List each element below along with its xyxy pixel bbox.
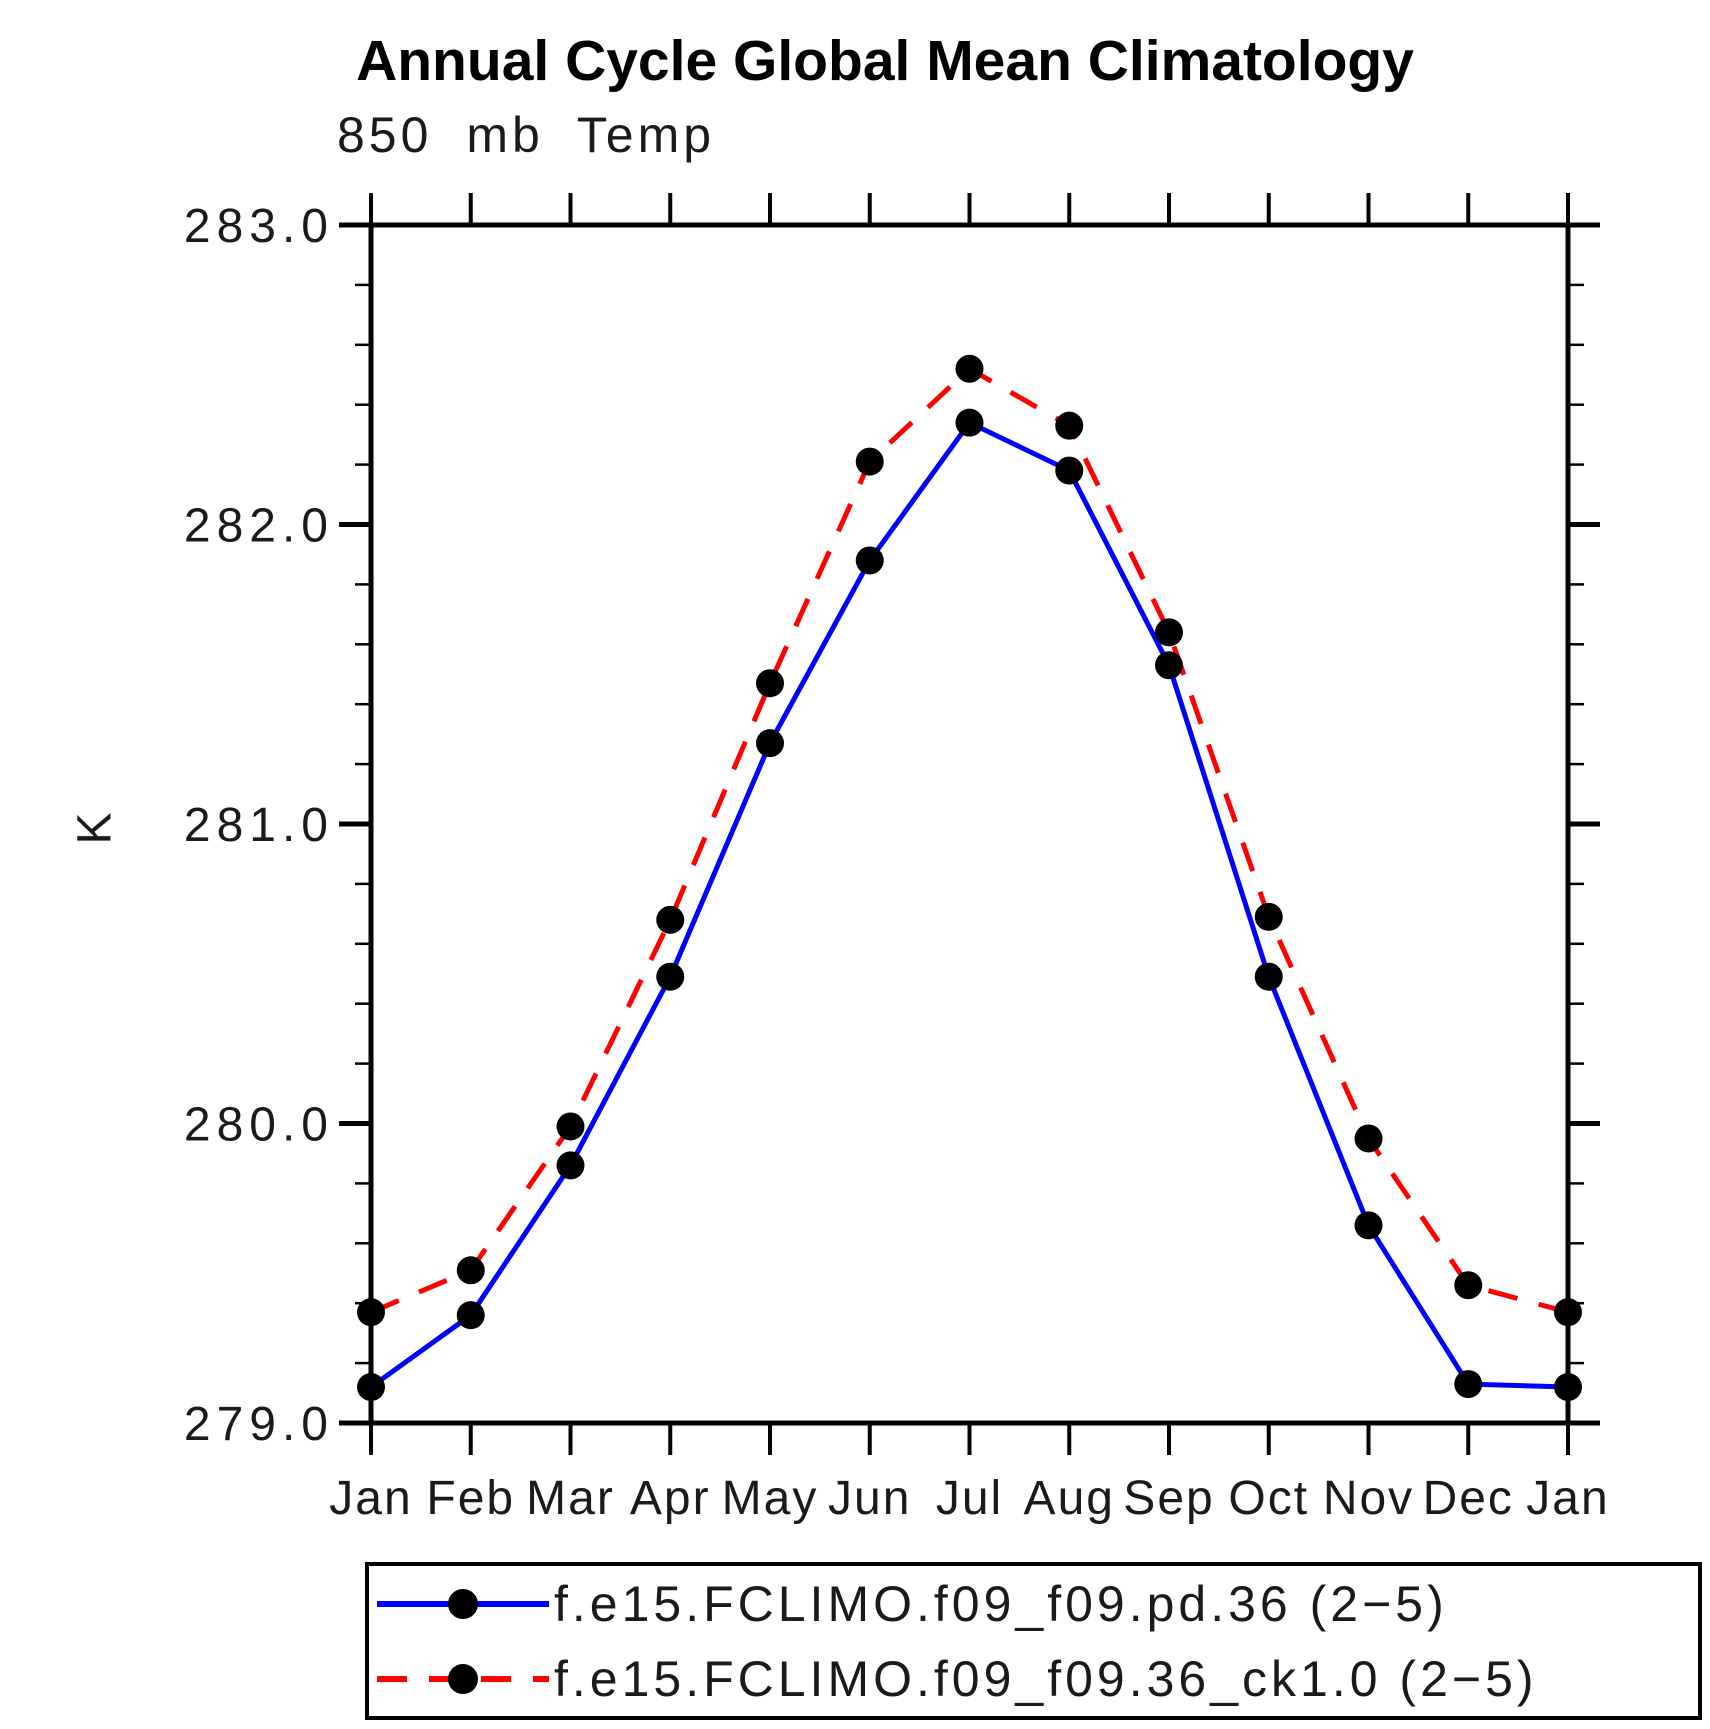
data-point-marker (855, 546, 884, 575)
x-tick-label: Mar (526, 1472, 615, 1525)
data-point-marker (1354, 1211, 1383, 1240)
x-tick-label: Jan (329, 1472, 412, 1525)
data-point-marker (756, 729, 784, 758)
legend-item-series-2: f.e15.FCLIMO.f09_f09.36_ck1.0 (2−5) (369, 1641, 1698, 1716)
data-point-marker (1454, 1370, 1483, 1399)
data-point-marker (1554, 1373, 1582, 1402)
data-point-marker (955, 354, 984, 383)
legend-item-series-1: f.e15.FCLIMO.f09_f09.pd.36 (2−5) (369, 1566, 1698, 1641)
data-point-marker (756, 669, 784, 698)
legend-label-series-1: f.e15.FCLIMO.f09_f09.pd.36 (2−5) (554, 1575, 1448, 1632)
data-point-marker (656, 905, 685, 934)
data-point-marker (656, 962, 685, 991)
chart-subtitle: 850 mb Temp (337, 107, 716, 163)
legend-line-sample-dashed (377, 1663, 549, 1694)
legend-label-series-2: f.e15.FCLIMO.f09_f09.36_ck1.0 (2−5) (554, 1650, 1538, 1707)
data-point-marker (1454, 1271, 1483, 1300)
x-tick-label: Apr (630, 1472, 711, 1525)
data-point-marker (955, 408, 984, 437)
data-point-marker (1254, 962, 1283, 991)
data-point-marker (556, 1151, 585, 1180)
x-tick-label: Dec (1423, 1472, 1514, 1525)
x-tick-label: Feb (426, 1472, 515, 1525)
x-tick-label: Jul (936, 1472, 1003, 1525)
data-point-marker (456, 1256, 485, 1285)
data-point-marker (855, 447, 884, 476)
x-tick-label: May (722, 1472, 819, 1525)
y-tick-label: 281.0 (184, 799, 334, 852)
data-point-marker (1055, 411, 1084, 440)
data-point-marker (1354, 1124, 1383, 1153)
y-tick-label: 282.0 (184, 500, 334, 553)
y-tick-label: 279.0 (184, 1398, 334, 1451)
x-tick-label: Oct (1228, 1472, 1309, 1525)
x-tick-label: Jun (828, 1472, 911, 1525)
plot-area: 279.0 280.0 281.0 282.0 283.0 Jan Feb Mar Apr May… (184, 193, 1609, 1525)
series-line-2 (370, 365, 1569, 1315)
data-point-marker (1554, 1298, 1582, 1327)
data-point-marker (556, 1112, 585, 1141)
x-tick-label: Nov (1323, 1472, 1414, 1525)
chart-title: Annual Cycle Global Mean Climatology (356, 29, 1414, 93)
data-point-marker (1155, 618, 1183, 647)
y-tick-label: 283.0 (184, 200, 334, 253)
x-tick-label: Jan (1526, 1472, 1609, 1525)
x-tick-label: Sep (1123, 1472, 1214, 1525)
plot-frame (368, 222, 1571, 1426)
data-point-marker (1055, 456, 1084, 485)
x-tick-label: Aug (1024, 1472, 1115, 1525)
data-point-marker (456, 1301, 485, 1330)
data-point-marker (357, 1298, 385, 1327)
data-point-marker (1155, 651, 1183, 680)
data-point-marker (1254, 902, 1283, 931)
legend-line-sample-solid (377, 1588, 549, 1619)
legend-box: f.e15.FCLIMO.f09_f09.pd.36 (2−5) f.e15.F… (365, 1562, 1702, 1720)
y-tick-label: 280.0 (184, 1099, 334, 1152)
data-point-marker (357, 1373, 385, 1402)
series-line-1 (369, 419, 1569, 1390)
